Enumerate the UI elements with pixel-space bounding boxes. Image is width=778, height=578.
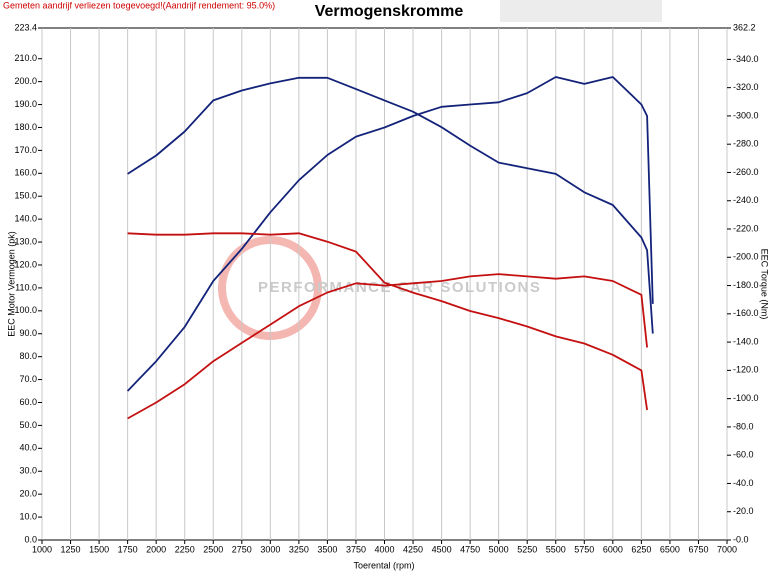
y-tick-label: 110.0 — [15, 282, 37, 292]
x-tick-label: 3750 — [346, 544, 366, 554]
y2-tick-label: -280.0 — [733, 139, 759, 149]
x-tick-label: 2250 — [175, 544, 195, 554]
y2-tick-label: -180.0 — [733, 280, 759, 290]
data-line — [127, 273, 648, 420]
y2-tick-label: 362.2 — [733, 22, 756, 32]
y2-tick-label: -200.0 — [733, 252, 759, 262]
y2-tick-label: -220.0 — [733, 223, 759, 233]
x-tick-label: 2500 — [203, 544, 223, 554]
y2-tick-label: -140.0 — [733, 336, 759, 346]
y2-axis-label: EEC Torque (Nm) — [760, 249, 770, 320]
x-tick-label: 3250 — [289, 544, 309, 554]
x-tick-label: 4500 — [432, 544, 452, 554]
y-tick-label: 160.0 — [14, 168, 37, 178]
x-tick-label: 5750 — [574, 544, 594, 554]
y-tick-label: 180.0 — [14, 122, 37, 132]
y-tick-label: 150.0 — [14, 191, 37, 201]
x-tick-label: 1750 — [118, 544, 138, 554]
y2-tick-label: -0.0 — [733, 534, 749, 544]
x-tick-label: 1000 — [32, 544, 52, 554]
y2-tick-label: -20.0 — [733, 506, 754, 516]
x-axis-label: Toerental (rpm) — [353, 560, 414, 570]
chart-title: Vermogenskromme — [315, 3, 464, 20]
x-tick-label: 5250 — [517, 544, 537, 554]
y2-tick-label: -260.0 — [733, 167, 759, 177]
x-tick-label: 5000 — [489, 544, 509, 554]
y2-tick-label: -320.0 — [733, 82, 759, 92]
x-tick-label: 6500 — [660, 544, 680, 554]
y-tick-label: 90.0 — [19, 328, 37, 338]
x-tick-label: 6750 — [688, 544, 708, 554]
y-tick-label: 130.0 — [14, 236, 37, 246]
y-tick-label: 30.0 — [19, 466, 37, 476]
y-tick-label: 50.0 — [19, 420, 37, 430]
y-tick-label: 223.4 — [14, 22, 37, 32]
y2-tick-label: -160.0 — [733, 308, 759, 318]
y-tick-label: 70.0 — [19, 374, 37, 384]
y2-tick-label: -340.0 — [733, 54, 759, 64]
y-tick-label: 40.0 — [19, 443, 37, 453]
x-tick-label: 3000 — [260, 544, 280, 554]
data-line — [126, 76, 654, 392]
data-line — [127, 232, 648, 411]
x-tick-label: 4750 — [460, 544, 480, 554]
data-line — [127, 76, 654, 334]
y-axis-label: EEC Motor Vermogen (pk) — [6, 231, 16, 337]
x-tick-label: 6000 — [603, 544, 623, 554]
y-tick-label: 100.0 — [14, 305, 37, 315]
y2-tick-label: -80.0 — [733, 421, 754, 431]
y-tick-label: 140.0 — [14, 214, 37, 224]
y2-tick-label: -240.0 — [733, 195, 759, 205]
y2-tick-label: -100.0 — [733, 393, 759, 403]
y2-tick-label: -60.0 — [733, 450, 754, 460]
x-tick-label: 2750 — [232, 544, 252, 554]
y2-tick-label: -40.0 — [733, 478, 754, 488]
y-tick-label: 120.0 — [14, 259, 37, 269]
y-tick-label: 190.0 — [14, 99, 37, 109]
y2-tick-label: -120.0 — [733, 365, 759, 375]
y-tick-label: 0.0 — [24, 534, 37, 544]
y-tick-label: 210.0 — [14, 53, 37, 63]
x-tick-label: 2000 — [146, 544, 166, 554]
y-tick-label: 60.0 — [19, 397, 37, 407]
x-tick-label: 1500 — [89, 544, 109, 554]
y2-tick-label: -300.0 — [733, 110, 759, 120]
y-tick-label: 10.0 — [19, 511, 37, 521]
y-tick-label: 200.0 — [14, 76, 37, 86]
x-tick-label: 1250 — [61, 544, 81, 554]
x-tick-label: 6250 — [631, 544, 651, 554]
x-tick-label: 4250 — [403, 544, 423, 554]
y-tick-label: 170.0 — [14, 145, 37, 155]
y-tick-label: 80.0 — [19, 351, 37, 361]
header-box — [500, 0, 662, 22]
chart-subtitle: Gemeten aandrijf verliezen toegevoegd!(A… — [3, 0, 275, 10]
x-tick-label: 4000 — [374, 544, 394, 554]
x-tick-label: 7000 — [717, 544, 737, 554]
y-tick-label: 20.0 — [19, 489, 37, 499]
x-tick-label: 5500 — [546, 544, 566, 554]
x-tick-label: 3500 — [317, 544, 337, 554]
